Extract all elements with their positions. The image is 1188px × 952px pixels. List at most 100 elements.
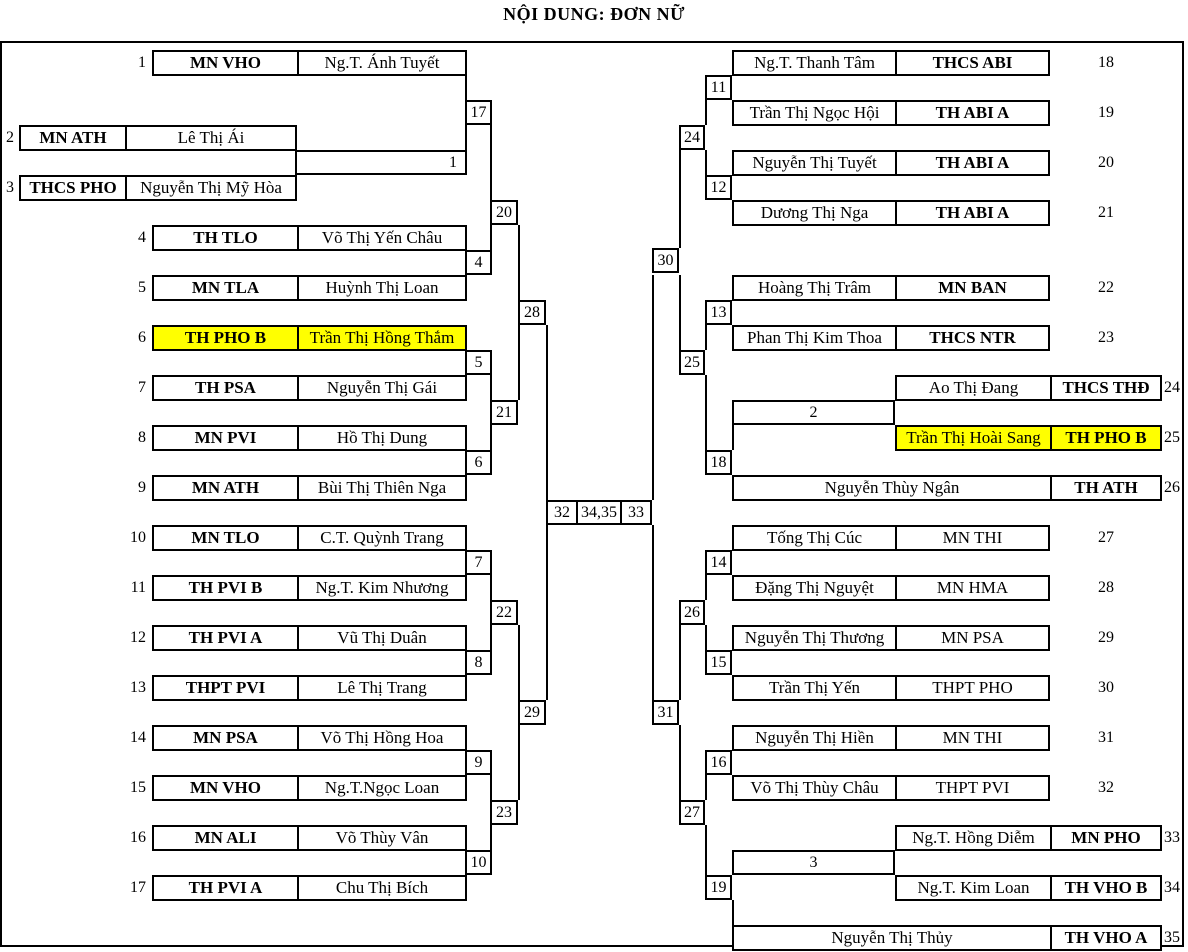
connector-line <box>652 275 654 500</box>
connector-line <box>490 625 492 650</box>
connector-line <box>679 275 681 350</box>
entry-number-15: 15 <box>130 779 146 796</box>
school-cell: TH PVI A <box>154 877 299 899</box>
connector-line <box>490 225 492 250</box>
match-box-12: 12 <box>705 175 732 200</box>
school-cell: THPT PHO <box>932 678 1013 697</box>
match-box-3: 3 <box>732 850 895 875</box>
entry-number-3: 3 <box>6 179 14 196</box>
match-box-14: 14 <box>705 550 732 575</box>
entry-box-29: Nguyễn Thị Thương MN PSA <box>732 625 1050 651</box>
entry-number-17: 17 <box>130 879 146 896</box>
match-box-27: 27 <box>679 800 705 825</box>
school-cell: MN THI <box>942 528 1003 547</box>
sheet-border <box>0 41 1184 947</box>
entry-number-18: 18 <box>1098 54 1114 71</box>
entry-number-4: 4 <box>138 229 146 246</box>
name-cell: Ng.T. Hồng Diễm <box>897 827 1052 849</box>
school-cell: TH ABI A <box>935 203 1010 222</box>
school-cell: MN VHO <box>154 777 299 799</box>
entry-box-18: Ng.T. Thanh Tâm THCS ABI <box>732 50 1050 76</box>
entry-number-30: 30 <box>1098 679 1114 696</box>
school-cell: MN PSA <box>154 727 299 749</box>
entry-number-9: 9 <box>138 479 146 496</box>
entry-number-21: 21 <box>1098 204 1114 221</box>
school-cell: TH PHO B <box>154 327 299 349</box>
school-cell: TH PVI B <box>154 577 299 599</box>
match-box-31: 31 <box>652 700 679 725</box>
entry-box-22: Hoàng Thị Trâm MN BAN <box>732 275 1050 301</box>
final-match-32: 32 <box>548 502 578 523</box>
match-box-2: 2 <box>732 400 895 425</box>
name-cell: Nguyễn Thị Mỹ Hòa <box>140 178 282 197</box>
entry-box-17: TH PVI A Chu Thị Bích <box>152 875 467 901</box>
connector-line <box>705 375 707 450</box>
connector-line <box>705 825 707 875</box>
name-cell: Trần Thị Hồng Thắm <box>309 328 455 347</box>
match-box-30: 30 <box>652 248 679 273</box>
match-box-28: 28 <box>518 300 546 325</box>
connector-line <box>705 150 707 175</box>
connector-line <box>490 825 492 850</box>
entry-box-9: MN ATH Bùi Thị Thiên Nga <box>152 475 467 501</box>
match-box-29: 29 <box>518 700 546 725</box>
entry-box-3: THCS PHO Nguyễn Thị Mỹ Hòa <box>19 175 297 201</box>
school-cell: THPT PVI <box>935 778 1010 797</box>
entry-box-34: Ng.T. Kim Loan TH VHO B <box>895 875 1162 901</box>
connector-line <box>679 725 681 800</box>
match-box-1: 1 <box>295 150 467 175</box>
entry-box-5: MN TLA Huỳnh Thị Loan <box>152 275 467 301</box>
school-cell: THCS ABI <box>932 53 1013 72</box>
entry-number-16: 16 <box>130 829 146 846</box>
connector-line <box>518 225 520 300</box>
connector-line <box>490 575 492 600</box>
match-box-20: 20 <box>490 200 518 225</box>
school-cell: THCS THĐ <box>1062 378 1150 397</box>
name-cell: Võ Thị Yến Châu <box>321 228 443 247</box>
connector-line <box>518 725 520 800</box>
entry-box-32: Võ Thị Thùy Châu THPT PVI <box>732 775 1050 801</box>
match-box-8: 8 <box>465 650 492 675</box>
match-box-18: 18 <box>705 450 732 475</box>
entry-box-1: MN VHO Ng.T. Ánh Tuyết <box>152 50 467 76</box>
connector-line <box>705 325 707 350</box>
match-box-15: 15 <box>705 650 732 675</box>
entry-box-26: Nguyễn Thùy Ngân TH ATH <box>732 475 1162 501</box>
school-cell: MN PHO <box>1071 828 1141 847</box>
match-box-7: 7 <box>465 550 492 575</box>
name-cell: Bùi Thị Thiên Nga <box>317 478 447 497</box>
match-box-19: 19 <box>705 875 732 900</box>
name-cell: Trần Thị Hoài Sang <box>897 427 1052 449</box>
school-cell: TH ABI A <box>935 153 1010 172</box>
entry-number-7: 7 <box>138 379 146 396</box>
name-cell: C.T. Quỳnh Trang <box>320 528 444 547</box>
match-box-5: 5 <box>465 350 492 375</box>
school-cell: TH VHO B <box>1064 878 1148 897</box>
school-cell: MN ATH <box>154 477 299 499</box>
final-match-34-35: 34,35 <box>578 502 622 523</box>
school-cell: MN TLO <box>154 527 299 549</box>
connector-line <box>679 625 681 700</box>
name-cell: Ng.T.Ngọc Loan <box>324 778 440 797</box>
entry-box-21: Dương Thị Nga TH ABI A <box>732 200 1050 226</box>
name-cell: Nguyễn Thị Hiền <box>734 727 897 749</box>
entry-box-31: Nguyễn Thị Hiền MN THI <box>732 725 1050 751</box>
entry-box-27: Tống Thị Cúc MN THI <box>732 525 1050 551</box>
entry-box-2: MN ATH Lê Thị Ái <box>19 125 297 151</box>
entry-box-25: Trần Thị Hoài Sang TH PHO B <box>895 425 1162 451</box>
entry-box-4: TH TLO Võ Thị Yến Châu <box>152 225 467 251</box>
school-cell: TH PVI A <box>154 627 299 649</box>
school-cell: MN HMA <box>936 578 1009 597</box>
entry-number-34: 34 <box>1164 879 1180 896</box>
sheet-title: NỘI DUNG: ĐƠN NỮ <box>503 4 685 24</box>
entry-box-19: Trần Thị Ngọc Hội TH ABI A <box>732 100 1050 126</box>
match-box-26: 26 <box>679 600 705 625</box>
school-cell: MN PVI <box>154 427 299 449</box>
name-cell: Trần Thị Ngọc Hội <box>734 102 897 124</box>
entry-box-6: TH PHO B Trần Thị Hồng Thắm <box>152 325 467 351</box>
match-box-4: 4 <box>465 250 492 275</box>
entry-box-35: Nguyễn Thị Thủy TH VHO A <box>732 925 1162 951</box>
entry-box-11: TH PVI B Ng.T. Kim Nhương <box>152 575 467 601</box>
name-cell: Lê Thị Trang <box>337 678 427 697</box>
entry-box-20: Nguyễn Thị Tuyết TH ABI A <box>732 150 1050 176</box>
